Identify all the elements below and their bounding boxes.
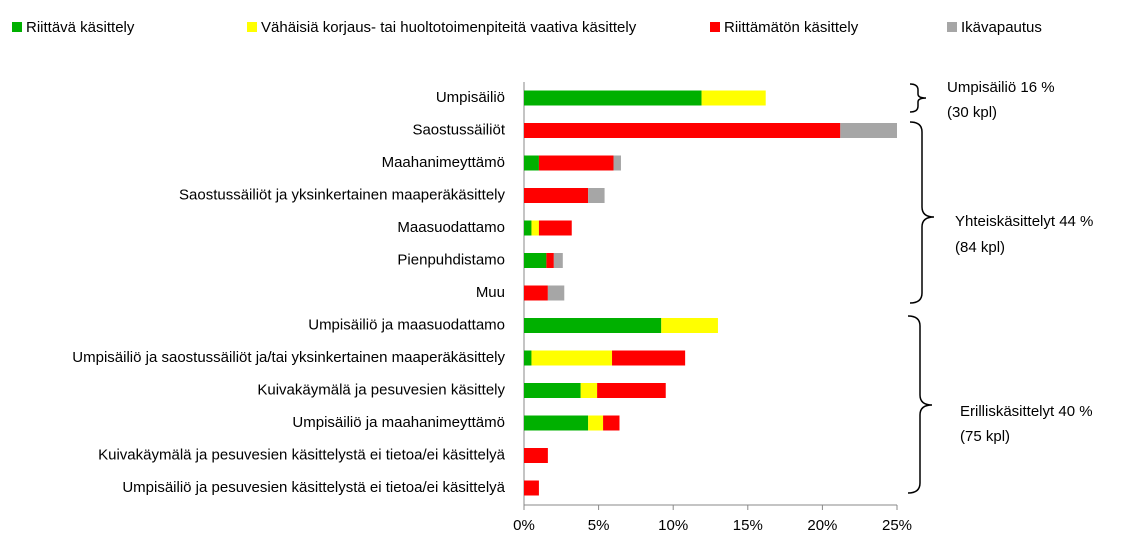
- y-tick-label: Umpisäiliö ja maasuodattamo: [308, 316, 505, 333]
- x-tick-label: 0%: [513, 517, 535, 534]
- legend-swatch: [247, 22, 257, 32]
- y-tick-label: Saostussäiliöt: [412, 121, 505, 138]
- bar-segment: [588, 415, 604, 431]
- bar-segment: [553, 253, 563, 268]
- bar-segment: [524, 253, 547, 268]
- bracket: [909, 121, 935, 304]
- bar-segment: [840, 123, 897, 138]
- legend-swatch: [947, 22, 957, 32]
- y-tick-label: Maahanimeyttämö: [382, 154, 505, 171]
- x-tick-label: 10%: [658, 517, 688, 534]
- y-tick-label: Umpisäiliö: [436, 89, 505, 106]
- bar-segment: [524, 285, 548, 301]
- bar-segment: [524, 123, 841, 138]
- bar-segment: [524, 448, 548, 463]
- y-tick-label: Umpisäiliö ja pesuvesien käsittelystä ei…: [122, 479, 505, 496]
- legend-swatch: [12, 22, 22, 32]
- bar-segment: [701, 90, 766, 106]
- annotation: (84 kpl): [955, 239, 1005, 256]
- x-tick-label: 25%: [882, 517, 912, 534]
- bar-segment: [547, 285, 565, 301]
- y-tick-label: Kuivakäymälä ja pesuvesien käsittely: [257, 381, 505, 398]
- legend-label: Riittävä käsittely: [26, 19, 135, 36]
- x-tick-label: 20%: [807, 517, 837, 534]
- bar-segment: [597, 383, 666, 398]
- bar-segment: [524, 188, 589, 203]
- bar-segment: [613, 155, 621, 171]
- x-tick-label: 15%: [733, 517, 763, 534]
- bar-segment: [531, 350, 613, 366]
- annotation: (75 kpl): [960, 428, 1010, 445]
- bar-segment: [580, 383, 598, 398]
- annotation: Yhteiskäsittelyt 44 %: [955, 213, 1093, 230]
- legend-label: Vähäisiä korjaus- tai huoltotoimenpiteit…: [261, 19, 637, 36]
- y-tick-label: Muu: [476, 284, 505, 301]
- y-tick-label: Umpisäiliö ja maahanimeyttämö: [292, 414, 505, 431]
- bar-segment: [524, 350, 532, 366]
- legend-label: Ikävapautus: [961, 19, 1042, 36]
- annotation: Umpisäiliö 16 %: [947, 79, 1055, 96]
- bar-segment: [524, 318, 662, 333]
- bar-segment: [661, 318, 718, 333]
- bracket: [909, 83, 927, 113]
- y-tick-label: Umpisäiliö ja saostussäiliöt ja/tai yksi…: [72, 349, 505, 366]
- bar-segment: [524, 90, 702, 106]
- bar-segment: [531, 220, 539, 236]
- bar-segment: [588, 188, 605, 203]
- annotation: Erilliskäsittelyt 40 %: [960, 403, 1093, 420]
- y-tick-label: Maasuodattamo: [397, 219, 505, 236]
- bar-segment: [612, 350, 686, 366]
- y-tick-label: Kuivakäymälä ja pesuvesien käsittelystä …: [98, 446, 506, 463]
- bar-segment: [538, 155, 614, 171]
- x-tick-label: 5%: [588, 517, 610, 534]
- y-tick-label: Pienpuhdistamo: [397, 251, 505, 268]
- legend-label: Riittämätön käsittely: [724, 19, 859, 36]
- bar-segment: [546, 253, 554, 268]
- annotation: (30 kpl): [947, 104, 997, 121]
- bar-segment: [524, 220, 532, 236]
- bar-segment: [524, 383, 581, 398]
- bracket: [907, 315, 933, 494]
- y-tick-label: Saostussäiliöt ja yksinkertainen maaperä…: [179, 186, 505, 203]
- bar-segment: [524, 155, 539, 171]
- bar-segment: [524, 415, 589, 431]
- bar-segment: [603, 415, 620, 431]
- bar-segment: [538, 220, 572, 236]
- legend-swatch: [710, 22, 720, 32]
- bar-segment: [524, 480, 539, 496]
